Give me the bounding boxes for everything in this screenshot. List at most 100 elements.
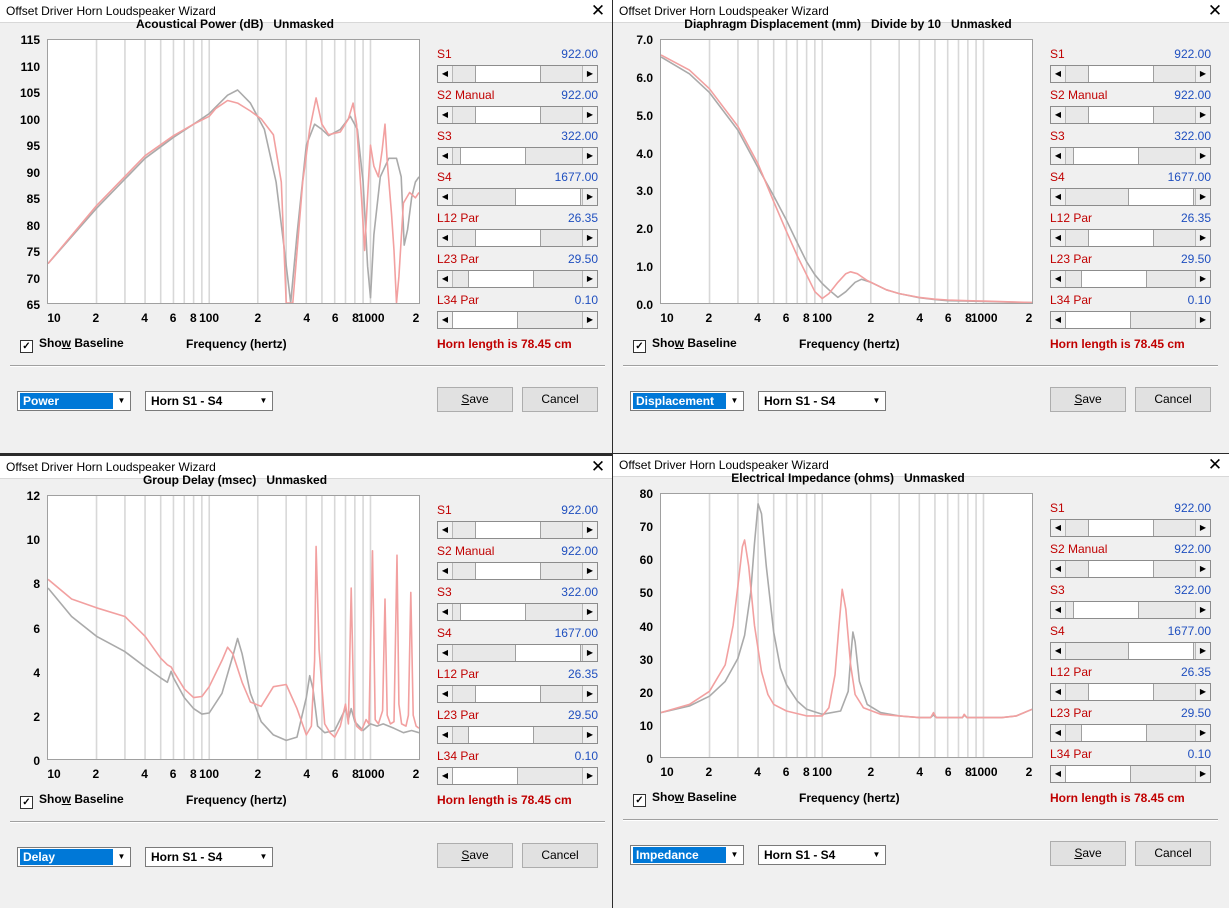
param-slider[interactable]: ◀ ▶ [437, 311, 598, 329]
slider-right-arrow-icon[interactable]: ▶ [1195, 602, 1210, 618]
param-slider[interactable]: ◀ ▶ [437, 65, 598, 83]
cancel-button[interactable]: Cancel [1135, 387, 1211, 412]
slider-left-arrow-icon[interactable]: ◀ [1051, 520, 1066, 536]
save-button[interactable]: Save [1050, 841, 1126, 866]
slider-left-arrow-icon[interactable]: ◀ [1051, 66, 1066, 82]
param-slider[interactable]: ◀ ▶ [1050, 560, 1211, 578]
slider-left-arrow-icon[interactable]: ◀ [438, 768, 453, 784]
slider-thumb[interactable] [475, 230, 542, 246]
slider-thumb[interactable] [1088, 107, 1155, 123]
chevron-down-icon[interactable]: ▼ [256, 849, 271, 865]
view-select[interactable]: Delay ▼ [17, 847, 131, 867]
slider-right-arrow-icon[interactable]: ▶ [1195, 107, 1210, 123]
param-slider[interactable]: ◀ ▶ [437, 603, 598, 621]
title-bar[interactable]: Offset Driver Horn Loudspeaker Wizard ✕ [0, 0, 612, 23]
param-slider[interactable]: ◀ ▶ [1050, 147, 1211, 165]
slider-right-arrow-icon[interactable]: ▶ [1195, 312, 1210, 328]
slider-left-arrow-icon[interactable]: ◀ [1051, 561, 1066, 577]
slider-left-arrow-icon[interactable]: ◀ [438, 312, 453, 328]
slider-right-arrow-icon[interactable]: ▶ [1195, 230, 1210, 246]
param-slider[interactable]: ◀ ▶ [1050, 106, 1211, 124]
slider-right-arrow-icon[interactable]: ▶ [582, 727, 597, 743]
horn-select[interactable]: Horn S1 - S4 ▼ [758, 391, 886, 411]
chevron-down-icon[interactable]: ▼ [256, 393, 271, 409]
close-icon[interactable]: ✕ [590, 1, 606, 20]
slider-thumb[interactable] [475, 107, 542, 123]
slider-left-arrow-icon[interactable]: ◀ [438, 189, 453, 205]
checkbox-check-icon[interactable]: ✓ [20, 796, 33, 809]
slider-right-arrow-icon[interactable]: ▶ [1195, 66, 1210, 82]
param-slider[interactable]: ◀ ▶ [1050, 65, 1211, 83]
slider-thumb[interactable] [514, 189, 581, 205]
param-slider[interactable]: ◀ ▶ [1050, 519, 1211, 537]
checkbox-check-icon[interactable]: ✓ [20, 340, 33, 353]
slider-thumb[interactable] [1088, 66, 1155, 82]
save-button[interactable]: Save [437, 387, 513, 412]
slider-thumb[interactable] [460, 604, 527, 620]
slider-thumb[interactable] [1127, 189, 1194, 205]
close-icon[interactable]: ✕ [590, 457, 606, 476]
param-slider[interactable]: ◀ ▶ [1050, 765, 1211, 783]
chevron-down-icon[interactable]: ▼ [727, 847, 742, 863]
slider-left-arrow-icon[interactable]: ◀ [1051, 230, 1066, 246]
title-bar[interactable]: Offset Driver Horn Loudspeaker Wizard ✕ [613, 0, 1229, 23]
close-icon[interactable]: ✕ [1207, 1, 1223, 20]
slider-right-arrow-icon[interactable]: ▶ [1195, 684, 1210, 700]
slider-left-arrow-icon[interactable]: ◀ [438, 604, 453, 620]
chevron-down-icon[interactable]: ▼ [727, 393, 742, 409]
slider-thumb[interactable] [452, 312, 518, 328]
title-bar[interactable]: Offset Driver Horn Loudspeaker Wizard ✕ [0, 456, 612, 479]
param-slider[interactable]: ◀ ▶ [1050, 683, 1211, 701]
slider-left-arrow-icon[interactable]: ◀ [438, 645, 453, 661]
slider-thumb[interactable] [1073, 148, 1140, 164]
checkbox-check-icon[interactable]: ✓ [633, 794, 646, 807]
slider-right-arrow-icon[interactable]: ▶ [1195, 561, 1210, 577]
show-baseline-checkbox[interactable]: ✓ Show Baseline [633, 336, 737, 353]
slider-thumb[interactable] [1065, 766, 1131, 782]
param-slider[interactable]: ◀ ▶ [437, 270, 598, 288]
slider-left-arrow-icon[interactable]: ◀ [1051, 271, 1066, 287]
slider-left-arrow-icon[interactable]: ◀ [438, 230, 453, 246]
view-select[interactable]: Impedance ▼ [630, 845, 744, 865]
slider-right-arrow-icon[interactable]: ▶ [582, 189, 597, 205]
slider-right-arrow-icon[interactable]: ▶ [582, 148, 597, 164]
slider-right-arrow-icon[interactable]: ▶ [582, 312, 597, 328]
param-slider[interactable]: ◀ ▶ [437, 147, 598, 165]
slider-thumb[interactable] [468, 271, 535, 287]
param-slider[interactable]: ◀ ▶ [437, 562, 598, 580]
slider-thumb[interactable] [475, 686, 542, 702]
slider-right-arrow-icon[interactable]: ▶ [582, 768, 597, 784]
show-baseline-checkbox[interactable]: ✓ Show Baseline [633, 790, 737, 807]
slider-right-arrow-icon[interactable]: ▶ [1195, 725, 1210, 741]
slider-thumb[interactable] [1088, 520, 1155, 536]
param-slider[interactable]: ◀ ▶ [437, 106, 598, 124]
slider-left-arrow-icon[interactable]: ◀ [438, 66, 453, 82]
slider-thumb[interactable] [1088, 230, 1155, 246]
slider-thumb[interactable] [475, 563, 542, 579]
slider-right-arrow-icon[interactable]: ▶ [582, 686, 597, 702]
cancel-button[interactable]: Cancel [522, 387, 598, 412]
slider-right-arrow-icon[interactable]: ▶ [1195, 520, 1210, 536]
slider-thumb[interactable] [1127, 643, 1194, 659]
slider-right-arrow-icon[interactable]: ▶ [582, 230, 597, 246]
slider-right-arrow-icon[interactable]: ▶ [582, 522, 597, 538]
slider-left-arrow-icon[interactable]: ◀ [1051, 312, 1066, 328]
chevron-down-icon[interactable]: ▼ [114, 393, 129, 409]
param-slider[interactable]: ◀ ▶ [437, 188, 598, 206]
slider-thumb[interactable] [475, 522, 542, 538]
slider-thumb[interactable] [475, 66, 542, 82]
slider-thumb[interactable] [1065, 312, 1131, 328]
slider-thumb[interactable] [1073, 602, 1140, 618]
slider-thumb[interactable] [460, 148, 527, 164]
chevron-down-icon[interactable]: ▼ [114, 849, 129, 865]
slider-left-arrow-icon[interactable]: ◀ [438, 686, 453, 702]
slider-thumb[interactable] [1081, 271, 1148, 287]
slider-right-arrow-icon[interactable]: ▶ [1195, 766, 1210, 782]
slider-left-arrow-icon[interactable]: ◀ [1051, 766, 1066, 782]
slider-left-arrow-icon[interactable]: ◀ [1051, 107, 1066, 123]
close-icon[interactable]: ✕ [1207, 455, 1223, 474]
param-slider[interactable]: ◀ ▶ [1050, 188, 1211, 206]
param-slider[interactable]: ◀ ▶ [437, 521, 598, 539]
slider-thumb[interactable] [452, 768, 518, 784]
slider-thumb[interactable] [468, 727, 535, 743]
